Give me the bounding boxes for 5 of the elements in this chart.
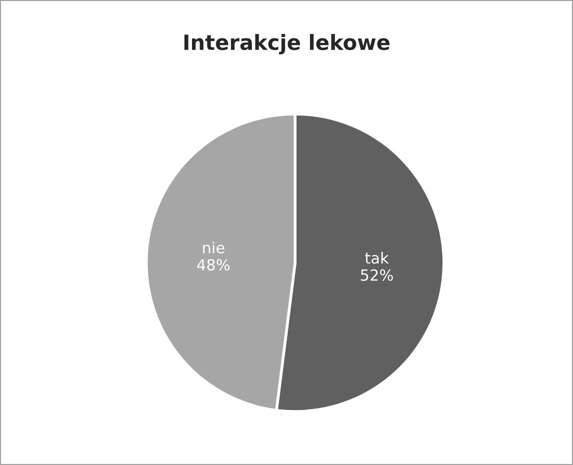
data-label: 48%: [197, 259, 230, 271]
data-label: 52%: [360, 269, 393, 281]
chart-title: Interakcje lekowe: [184, 34, 390, 54]
slice-label: tak: [365, 252, 389, 264]
slice-label: nie: [203, 242, 224, 254]
